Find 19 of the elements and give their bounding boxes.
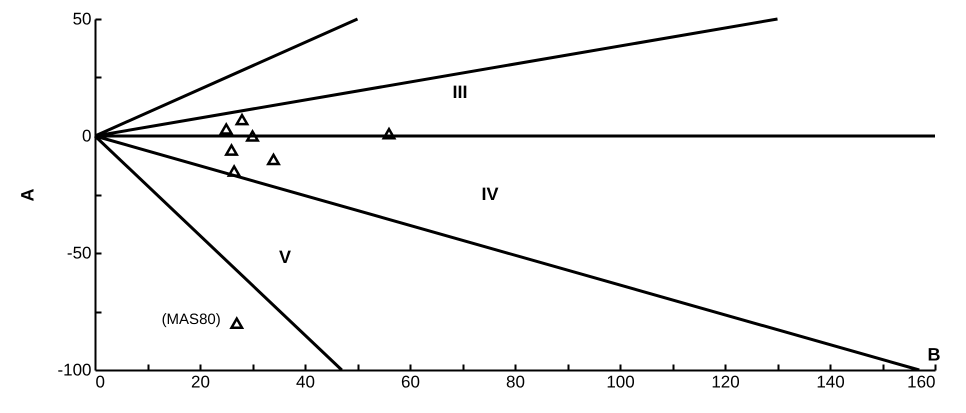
x-axis-title: B: [928, 344, 940, 364]
x-tick-label: 80: [506, 372, 525, 392]
x-tick-label: 120: [711, 372, 740, 392]
x-tick-label: 0: [96, 372, 105, 392]
x-tick-label: 40: [296, 372, 315, 392]
x-tick-label: 140: [816, 372, 845, 392]
x-tick-label: 100: [606, 372, 635, 392]
y-tick-label: -50: [66, 244, 92, 262]
annotation: V: [278, 247, 292, 267]
annotation: (MAS80): [162, 311, 221, 328]
y-axis-title: A: [17, 188, 38, 202]
y-tick-label: 0: [82, 126, 92, 146]
y-tick-label: 50: [72, 10, 92, 28]
x-tick-label: 60: [401, 372, 420, 392]
annotation: IV: [481, 184, 499, 204]
x-tick-label: 20: [191, 372, 210, 392]
annotation: III: [452, 82, 468, 102]
y-tick-label: -100: [57, 360, 92, 380]
x-tick-label: 160: [907, 372, 936, 392]
